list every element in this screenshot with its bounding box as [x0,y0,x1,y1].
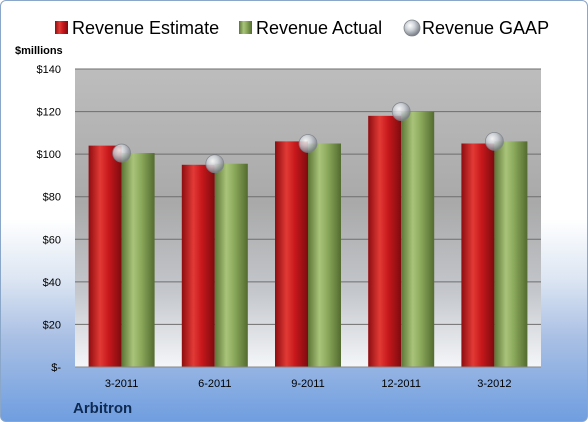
marker-revenue-gaap [112,143,131,163]
x-tick-label: 6-2011 [198,378,231,390]
legend-label: Revenue Estimate [72,18,219,38]
x-tick-label: 3-2011 [105,378,138,390]
x-axis-ticks: 3-2011 6-2011 9-2011 12-2011 3-2012 [105,378,512,390]
y-tick-label: $20 [43,319,61,331]
company-name: Arbitron [73,400,132,417]
marker-revenue-gaap [391,102,411,121]
y-tick-label: $120 [37,107,61,119]
legend-swatch [55,21,68,34]
y-axis-unit-label: $millions [15,45,63,57]
bar-revenue-estimate [88,145,122,367]
bar-revenue-estimate [461,143,495,367]
marker-revenue-gaap [484,131,504,151]
y-tick-label: $- [51,362,61,374]
legend-swatch [239,21,252,34]
legend-swatch [403,19,421,37]
x-tick-label: 12-2011 [381,378,421,390]
y-tick-label: $40 [43,277,61,289]
y-tick-label: $140 [37,64,61,76]
bar-series [88,111,528,367]
chart-legend: Revenue Estimate Revenue Actual Revenue GA… [55,18,549,38]
y-tick-label: $60 [43,234,61,246]
y-tick-label: $100 [37,149,61,161]
legend-label: Revenue GAAP [422,18,549,38]
bar-revenue-estimate [275,141,308,367]
bar-revenue-estimate [181,164,215,367]
marker-revenue-gaap [205,154,225,174]
bar-revenue-actual [494,141,528,367]
x-tick-label: 9-2011 [291,378,324,390]
bar-revenue-actual [214,163,248,367]
bar-revenue-actual [121,153,155,367]
marker-revenue-gaap [298,134,318,153]
gaap-markers [112,102,504,174]
legend-label: Revenue Actual [256,18,382,38]
y-tick-label: $80 [43,192,61,204]
bar-revenue-estimate [368,115,402,367]
x-tick-label: 3-2012 [477,378,511,390]
bar-revenue-actual [308,143,341,367]
y-axis-ticks: $- $20 $40 $60 $80 $100 $120 $140 [37,64,62,374]
bar-revenue-actual [401,111,435,367]
